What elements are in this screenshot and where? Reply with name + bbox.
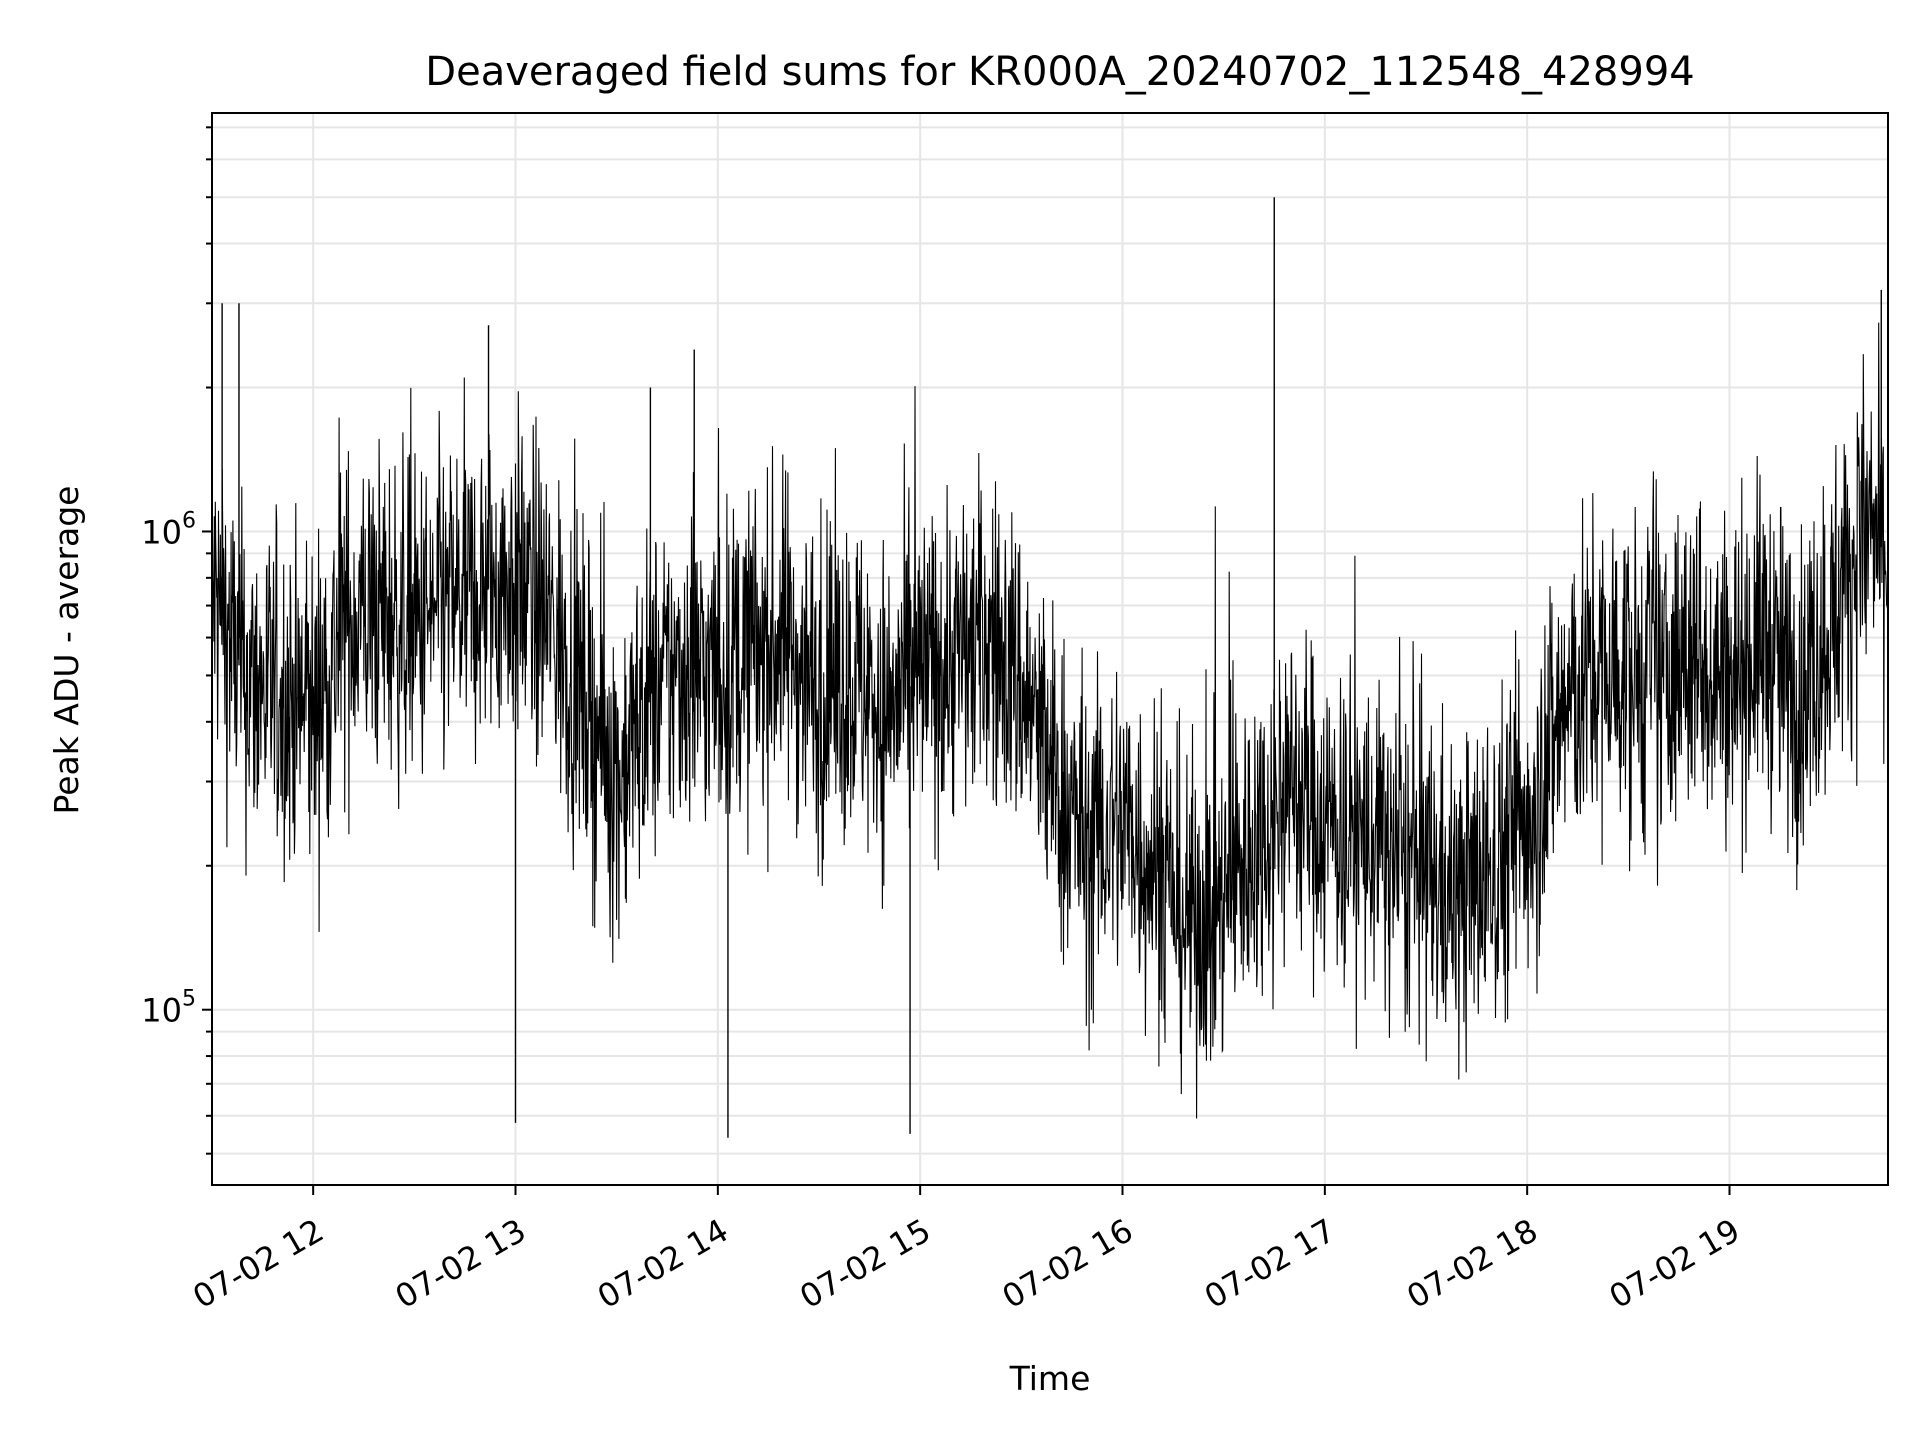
x-tick-label: 07-02 12 [186, 1211, 330, 1316]
x-tick-label: 07-02 19 [1603, 1211, 1747, 1316]
x-tick-label: 07-02 18 [1400, 1211, 1544, 1316]
data-series [211, 197, 1889, 1138]
chart-title: Deaveraged field sums for KR000A_2024070… [425, 49, 1694, 95]
x-axis-label: Time [1009, 1359, 1091, 1398]
grid-lines [212, 113, 1888, 1185]
series-line [211, 322, 1889, 1119]
x-tick-label: 07-02 15 [793, 1211, 937, 1316]
y-tick-label: 105 [141, 987, 196, 1030]
x-tick-label: 07-02 16 [996, 1211, 1140, 1316]
x-tick-label: 07-02 14 [591, 1211, 735, 1316]
plot-frame [211, 112, 1889, 1186]
y-tick-label: 106 [141, 508, 196, 551]
x-tick-label: 07-02 17 [1198, 1211, 1342, 1316]
x-tick-label: 07-02 13 [389, 1211, 533, 1316]
y-axis-label: Peak ADU - average [47, 486, 86, 815]
